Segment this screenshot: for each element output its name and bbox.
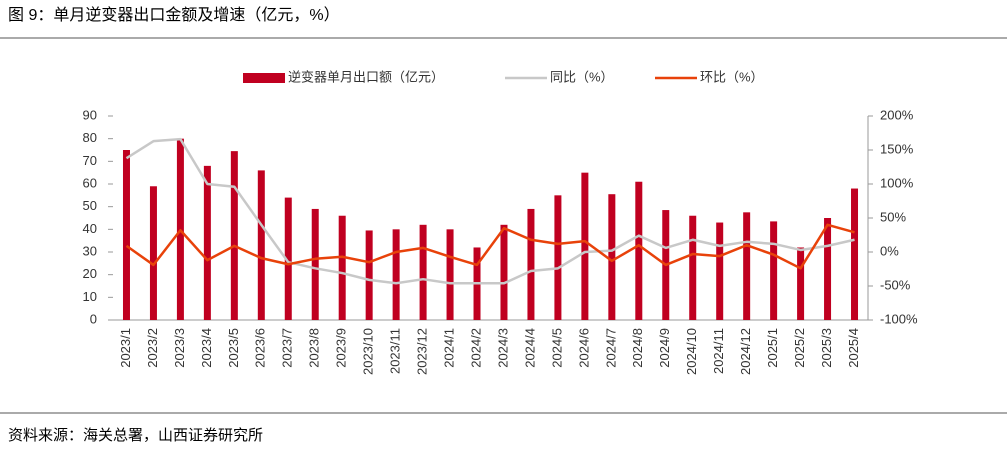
bar	[284, 197, 292, 320]
bar	[311, 208, 319, 320]
line-series	[125, 223, 855, 270]
bar	[716, 222, 724, 320]
bar	[230, 151, 238, 320]
line-series	[125, 137, 855, 285]
legend-label: 同比（%）	[550, 69, 614, 84]
x-tick-label: 2024/5	[549, 328, 564, 368]
x-tick-label: 2025/1	[765, 328, 780, 368]
bar	[635, 181, 643, 320]
y2-tick-label: -100%	[880, 311, 918, 326]
x-tick-label: 2023/10	[361, 328, 376, 375]
x-tick-label: 2024/2	[468, 328, 483, 368]
x-tick-label: 2024/1	[441, 328, 456, 368]
bar	[608, 194, 616, 320]
source: 资料来源：海关总署，山西证券研究所	[8, 427, 263, 444]
y2-tick-label: 50%	[880, 209, 906, 224]
x-tick-label: 2025/4	[846, 328, 861, 368]
legend-swatch	[243, 73, 285, 83]
y-tick-label: 30	[83, 243, 97, 258]
bar	[824, 218, 832, 320]
y-tick-label: 0	[90, 311, 97, 326]
bar	[446, 229, 454, 320]
x-tick-label: 2023/6	[253, 328, 268, 368]
x-tick-label: 2023/3	[172, 328, 187, 368]
bar	[203, 165, 211, 320]
bar	[149, 186, 157, 320]
bar	[338, 215, 346, 320]
y-tick-label: 70	[83, 153, 97, 168]
x-tick-label: 2023/5	[226, 328, 241, 368]
bar	[392, 229, 400, 320]
x-tick-label: 2024/9	[657, 328, 672, 368]
bar	[122, 150, 130, 320]
legend-label: 逆变器单月出口额（亿元）	[288, 69, 444, 84]
x-tick-label: 2024/4	[522, 328, 537, 368]
x-tick-label: 2024/3	[495, 328, 510, 368]
x-tick-label: 2025/2	[792, 328, 807, 368]
y-tick-label: 10	[83, 289, 97, 304]
x-tick-label: 2025/3	[819, 328, 834, 368]
y-tick-label: 90	[83, 107, 97, 122]
legend-label: 环比（%）	[700, 69, 764, 84]
bar	[527, 208, 535, 320]
x-tick-label: 2023/12	[415, 328, 430, 375]
y2-tick-label: 150%	[880, 141, 914, 156]
bar	[581, 172, 589, 320]
y2-tick-label: 100%	[880, 175, 914, 190]
bar	[851, 188, 859, 320]
y-tick-label: 50	[83, 198, 97, 213]
x-tick-label: 2024/12	[738, 328, 753, 375]
bar	[365, 230, 373, 320]
chart-title: 图 9：单月逆变器出口金额及增速（亿元，%）	[8, 6, 340, 24]
bar	[797, 247, 805, 320]
bar	[743, 212, 751, 320]
y2-tick-label: 200%	[880, 107, 914, 122]
x-tick-label: 2024/11	[711, 328, 726, 374]
bar	[419, 224, 427, 320]
x-tick-label: 2023/9	[334, 328, 349, 368]
bar	[500, 224, 508, 320]
bar	[257, 170, 265, 320]
x-tick-label: 2024/8	[630, 328, 645, 368]
x-tick-label: 2023/1	[118, 328, 133, 368]
y-tick-label: 20	[83, 266, 97, 281]
y2-tick-label: -50%	[880, 277, 911, 292]
x-tick-label: 2023/7	[280, 328, 295, 368]
bar	[689, 215, 697, 320]
x-tick-label: 2024/6	[576, 328, 591, 368]
bar	[770, 221, 778, 320]
x-tick-label: 2023/8	[307, 328, 322, 368]
y-tick-label: 60	[83, 175, 97, 190]
x-tick-label: 2023/4	[199, 328, 214, 368]
x-tick-label: 2023/2	[145, 328, 160, 368]
x-tick-label: 2024/10	[684, 328, 699, 375]
y-tick-label: 40	[83, 221, 97, 236]
x-tick-label: 2023/11	[388, 328, 403, 374]
bar	[554, 195, 562, 320]
y2-tick-label: 0%	[880, 243, 899, 258]
y-tick-label: 80	[83, 130, 97, 145]
x-tick-label: 2024/7	[603, 328, 618, 368]
